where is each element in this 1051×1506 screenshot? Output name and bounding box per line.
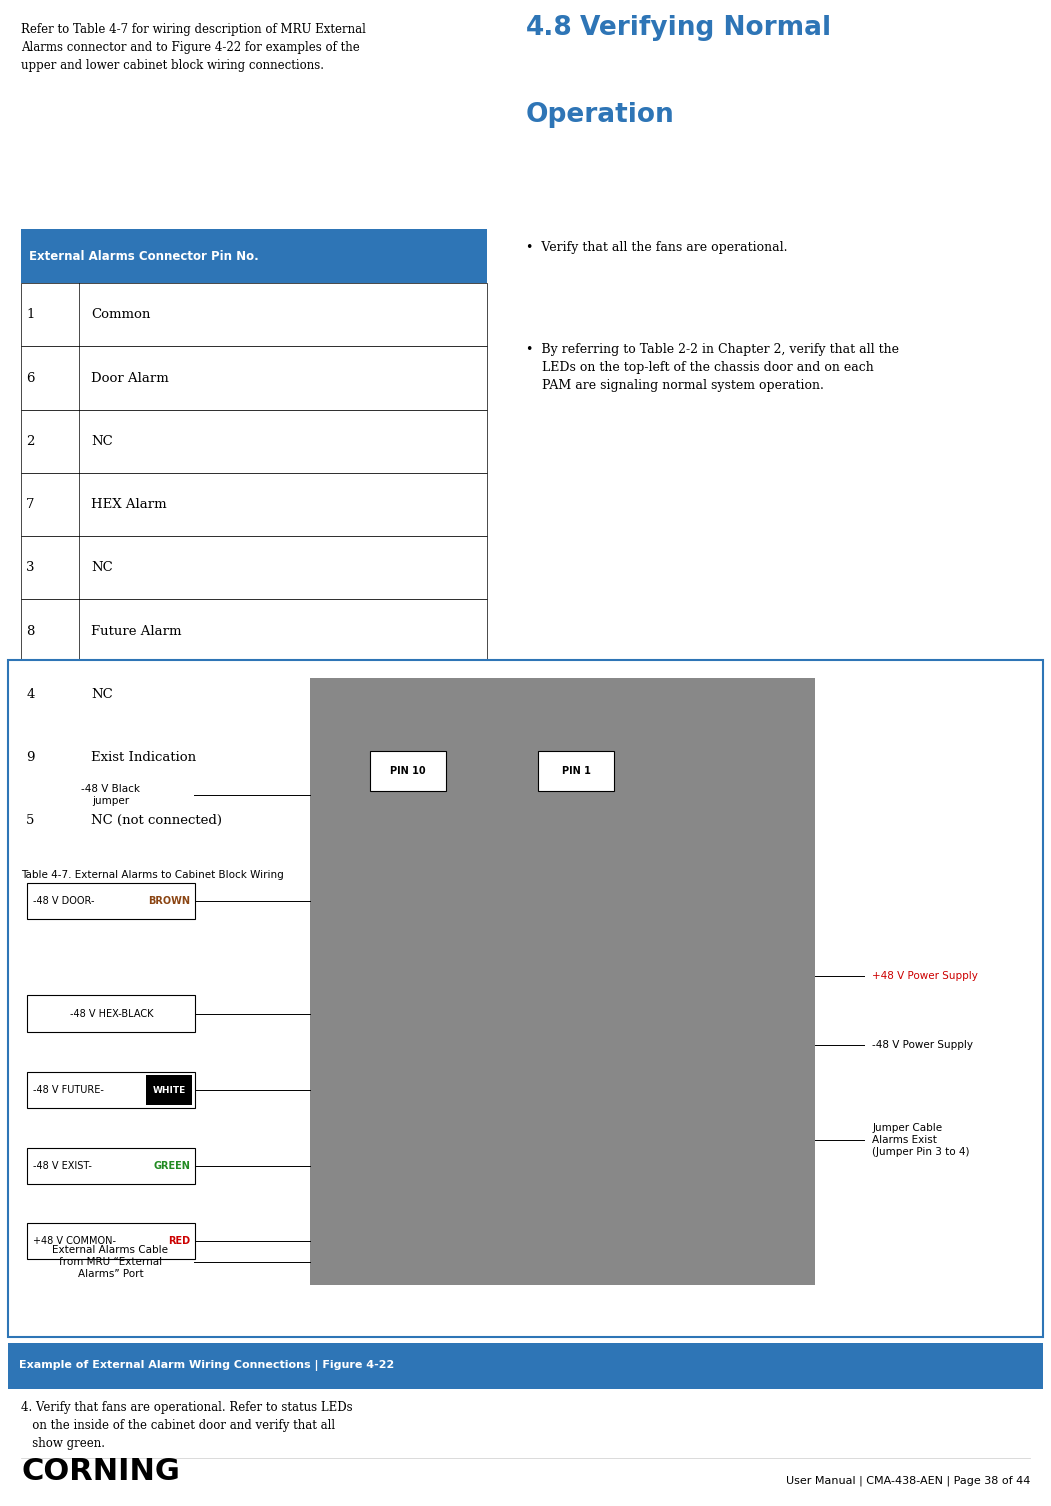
FancyBboxPatch shape xyxy=(538,751,614,791)
Text: WHITE: WHITE xyxy=(152,1086,186,1095)
Text: •  Verify that all the fans are operational.: • Verify that all the fans are operation… xyxy=(526,241,787,255)
Bar xyxy=(21,283,487,346)
Text: Door Alarm: Door Alarm xyxy=(91,372,169,384)
Text: PIN 10: PIN 10 xyxy=(390,767,426,776)
Text: 4.8: 4.8 xyxy=(526,15,572,41)
FancyBboxPatch shape xyxy=(370,751,446,791)
Text: CORNING: CORNING xyxy=(21,1458,180,1486)
Bar xyxy=(21,789,487,852)
Bar xyxy=(21,229,487,283)
Text: BROWN: BROWN xyxy=(148,896,190,905)
Text: Table 4-7. External Alarms to Cabinet Block Wiring: Table 4-7. External Alarms to Cabinet Bl… xyxy=(21,870,284,881)
Text: +48 V Power Supply: +48 V Power Supply xyxy=(872,971,978,980)
Text: Verifying Normal: Verifying Normal xyxy=(580,15,831,41)
Text: Refer to Table 4-7 for wiring description of MRU External
Alarms connector and t: Refer to Table 4-7 for wiring descriptio… xyxy=(21,23,366,72)
Text: NC (not connected): NC (not connected) xyxy=(91,815,223,827)
Text: 6: 6 xyxy=(26,372,35,384)
Text: NC: NC xyxy=(91,562,114,574)
Text: GREEN: GREEN xyxy=(153,1161,190,1170)
Text: 5: 5 xyxy=(26,815,35,827)
FancyBboxPatch shape xyxy=(27,995,195,1032)
Bar xyxy=(21,599,487,663)
Text: Example of External Alarm Wiring Connections | Figure 4-22: Example of External Alarm Wiring Connect… xyxy=(19,1360,394,1372)
Text: -48 V Black
jumper: -48 V Black jumper xyxy=(81,785,140,806)
Bar xyxy=(8,1343,1043,1389)
Text: 4. Verify that fans are operational. Refer to status LEDs
   on the inside of th: 4. Verify that fans are operational. Ref… xyxy=(21,1401,353,1450)
Text: 3: 3 xyxy=(26,562,35,574)
Text: 9: 9 xyxy=(26,751,35,764)
Text: User Manual | CMA-438-AEN | Page 38 of 44: User Manual | CMA-438-AEN | Page 38 of 4… xyxy=(785,1476,1030,1486)
Bar xyxy=(21,473,487,536)
Text: -48 V Power Supply: -48 V Power Supply xyxy=(872,1041,973,1050)
Text: Common: Common xyxy=(91,309,150,321)
Bar xyxy=(8,660,1043,1337)
Bar xyxy=(21,410,487,473)
Text: •  By referring to Table 2-2 in Chapter 2, verify that all the
    LEDs on the t: • By referring to Table 2-2 in Chapter 2… xyxy=(526,343,899,393)
Text: 1: 1 xyxy=(26,309,35,321)
Text: External Alarms Cable
from MRU “External
Alarms” Port: External Alarms Cable from MRU “External… xyxy=(53,1244,168,1280)
Text: +48 V COMMON-: +48 V COMMON- xyxy=(33,1236,116,1245)
Text: Operation: Operation xyxy=(526,102,675,128)
Bar xyxy=(21,536,487,599)
Bar xyxy=(310,678,815,1285)
Text: PIN 1: PIN 1 xyxy=(561,767,591,776)
Bar xyxy=(146,1075,192,1105)
Text: 4: 4 xyxy=(26,688,35,700)
Text: -48 V DOOR-: -48 V DOOR- xyxy=(33,896,95,905)
Text: RED: RED xyxy=(168,1236,190,1245)
Text: NC: NC xyxy=(91,688,114,700)
Bar xyxy=(21,346,487,410)
Bar xyxy=(21,726,487,789)
Text: External Alarms Connector Pin No.: External Alarms Connector Pin No. xyxy=(29,250,260,262)
FancyBboxPatch shape xyxy=(27,1072,195,1108)
Bar xyxy=(21,663,487,726)
FancyBboxPatch shape xyxy=(27,1148,195,1184)
Text: Exist Indication: Exist Indication xyxy=(91,751,197,764)
Text: 8: 8 xyxy=(26,625,35,637)
Text: -48 V HEX-BLACK: -48 V HEX-BLACK xyxy=(69,1009,153,1018)
Text: NC: NC xyxy=(91,435,114,447)
Text: -48 V EXIST-: -48 V EXIST- xyxy=(33,1161,91,1170)
FancyBboxPatch shape xyxy=(27,1223,195,1259)
Text: HEX Alarm: HEX Alarm xyxy=(91,498,167,511)
Text: Future Alarm: Future Alarm xyxy=(91,625,182,637)
Text: Jumper Cable
Alarms Exist
(Jumper Pin 3 to 4): Jumper Cable Alarms Exist (Jumper Pin 3 … xyxy=(872,1122,970,1158)
Text: 2: 2 xyxy=(26,435,35,447)
Text: 7: 7 xyxy=(26,498,35,511)
Text: -48 V FUTURE-: -48 V FUTURE- xyxy=(33,1086,103,1095)
FancyBboxPatch shape xyxy=(27,883,195,919)
